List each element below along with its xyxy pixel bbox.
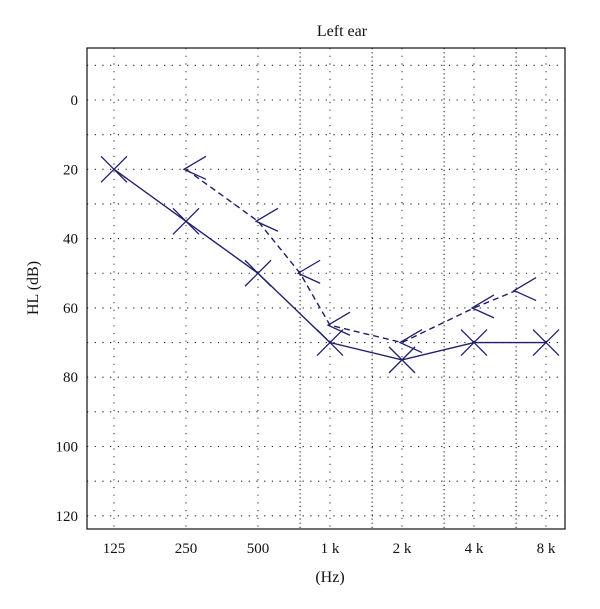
x-marker: [100, 155, 128, 183]
y-tick-label: 100: [56, 440, 79, 456]
x-tick-label: 1 k: [321, 541, 340, 557]
y-axis-label: HL (dB): [25, 261, 42, 315]
x-tick-label: 125: [103, 541, 126, 557]
angle-marker: [512, 277, 537, 302]
x-marker: [460, 329, 488, 357]
x-tick-label: 8 k: [537, 541, 556, 557]
y-tick-label: 80: [63, 370, 78, 386]
angle-marker: [398, 328, 423, 354]
x-marker: [316, 329, 344, 357]
angle-marker: [296, 259, 321, 284]
series-layer: [100, 155, 560, 374]
x-marker: [388, 346, 416, 374]
y-tick-label: 0: [71, 93, 79, 109]
x-axis-label: (Hz): [315, 569, 344, 586]
x-tick-label: 500: [247, 541, 270, 557]
y-tick-label: 20: [63, 162, 78, 178]
y-tick-label: 120: [56, 509, 79, 525]
y-tick-label: 40: [63, 232, 78, 248]
x-marker: [532, 329, 560, 357]
y-tick-label: 60: [63, 301, 78, 317]
x-tick-label: 2 k: [393, 541, 412, 557]
chart-title: Left ear: [317, 23, 368, 40]
x-marker: [172, 207, 200, 235]
angle-marker: [182, 155, 207, 180]
angle-marker: [254, 207, 279, 232]
x-tick-labels: 125 250 500 1 k 2 k 4 k 8 k: [103, 541, 556, 557]
grid: [87, 48, 565, 529]
angle-marker: [470, 294, 495, 319]
x-tick-label: 4 k: [465, 541, 484, 557]
x-tick-label: 250: [175, 541, 198, 557]
angle-marker: [326, 311, 351, 336]
series-line-2: [185, 168, 517, 344]
plot-area-frame: [86, 47, 566, 530]
x-marker: [244, 259, 272, 287]
y-tick-labels: 0 20 40 60 80 100 120: [56, 93, 79, 525]
